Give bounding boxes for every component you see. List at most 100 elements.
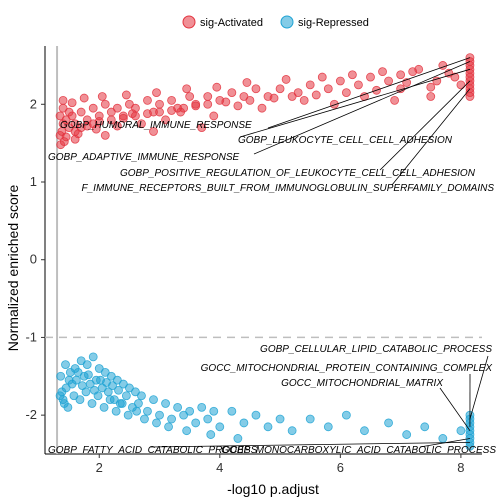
repressed-point [185, 406, 195, 416]
x-tick-label: 6 [337, 460, 344, 475]
repressed-point [87, 399, 97, 408]
repressed-point [161, 399, 170, 408]
axis-ticks: 2 4 6 8 -2 -1 0 1 2 [25, 96, 464, 475]
activated-point [396, 70, 406, 80]
activated-point [112, 121, 122, 131]
y-tick-label: 2 [30, 96, 37, 111]
y-axis-title: Normalized enriched score [5, 185, 21, 352]
repressed-point [438, 434, 448, 443]
repressed-point [203, 414, 213, 424]
repressed-point [63, 402, 73, 412]
plot-panel: GOBP_HUMORAL_IMMUNE_RESPONSE GOBP_LEUKOCY… [25, 46, 496, 475]
repressed-point [420, 422, 430, 432]
repressed-point [191, 418, 201, 428]
activated-point [55, 111, 65, 121]
activated-point [64, 107, 74, 117]
activated-point [137, 119, 146, 129]
repressed-point [263, 422, 273, 432]
activated-point [366, 72, 375, 82]
repressed-point [117, 399, 127, 408]
annotation-label: GOBP_HUMORAL_IMMUNE_RESPONSE [60, 120, 252, 131]
activated-point [384, 76, 393, 86]
activated-point [155, 99, 164, 109]
x-tick-label: 2 [96, 460, 103, 475]
activated-point [88, 103, 98, 113]
activated-point [91, 124, 101, 134]
repressed-point [384, 418, 393, 428]
annotation-labels: GOBP_HUMORAL_IMMUNE_RESPONSE GOBP_LEUKOCY… [48, 120, 496, 456]
repressed-point [83, 370, 93, 380]
activated-point [378, 67, 387, 77]
repressed-point [82, 360, 92, 370]
annotation-label: GOCC_MITOCHONDRIAL_PROTEIN_CONTAINING_CO… [201, 363, 493, 374]
repressed-point [71, 375, 81, 385]
annotation-connector [239, 68, 471, 138]
annotation-label: GOBP_MONOCARBOXYLIC_ACID_CATABOLIC_PROCE… [221, 445, 496, 456]
repressed-point [239, 418, 249, 428]
activated-point [106, 115, 116, 125]
repressed-point [88, 352, 98, 362]
activated-point [348, 70, 357, 80]
repressed-point [140, 414, 149, 424]
activated-point [432, 76, 442, 86]
activated-point [67, 98, 77, 108]
annotation-connector [439, 387, 471, 431]
activated-point [299, 96, 309, 105]
activated-point [143, 96, 152, 105]
repressed-point [90, 385, 99, 395]
activated-point [118, 113, 128, 123]
x-axis-title: -log10 p.adjust [227, 481, 319, 497]
activated-point [275, 84, 285, 94]
annotation-label: GOBP_POSITIVE_REGULATION_OF_LEUKOCYTE_CE… [120, 168, 476, 179]
repressed-point [134, 399, 143, 408]
activated-point [149, 127, 158, 136]
repressed-point [155, 410, 164, 420]
repressed-point [197, 402, 207, 412]
activated-point [185, 92, 195, 101]
repressed-point [75, 395, 85, 405]
activated-point [456, 80, 466, 90]
activated-point [465, 92, 475, 101]
activated-point [329, 99, 339, 109]
repressed-point [105, 395, 115, 405]
annotation-connector [419, 438, 471, 448]
activated-point [167, 106, 176, 115]
points-layer [55, 53, 475, 451]
activated-point [197, 123, 207, 132]
x-tick-label: 8 [457, 460, 464, 475]
y-tick-label: 1 [30, 174, 37, 189]
annotation-connector [391, 88, 471, 186]
repressed-point [305, 414, 315, 424]
activated-point [155, 107, 164, 117]
activated-point [354, 80, 363, 90]
repressed-point [99, 402, 109, 412]
repressed-point [149, 395, 158, 405]
repressed-point [182, 426, 192, 436]
annotation-label: GOBP_CELLULAR_LIPID_CATABOLIC_PROCESS [260, 344, 492, 355]
activated-point [76, 107, 86, 117]
activated-point [245, 96, 255, 105]
activated-point [176, 107, 186, 117]
annotation-connector [149, 441, 470, 448]
activated-point [212, 82, 222, 92]
activated-point [124, 99, 134, 109]
repressed-point [65, 367, 75, 377]
activated-point [257, 103, 267, 113]
activated-point [317, 72, 327, 82]
activated-point [58, 96, 68, 105]
repressed-point [152, 418, 161, 428]
activated-point [426, 82, 436, 92]
activated-point [269, 93, 279, 103]
annotation-connector [469, 355, 489, 420]
activated-point [152, 88, 161, 98]
activated-point [127, 109, 137, 119]
activated-point [167, 96, 176, 105]
activated-point [56, 140, 66, 150]
activated-point [97, 92, 107, 101]
activated-point [100, 130, 110, 140]
legend-label-repressed: sig-Repressed [298, 17, 369, 29]
repressed-point [341, 410, 351, 420]
repressed-point [173, 402, 183, 412]
repressed-point [111, 406, 121, 416]
